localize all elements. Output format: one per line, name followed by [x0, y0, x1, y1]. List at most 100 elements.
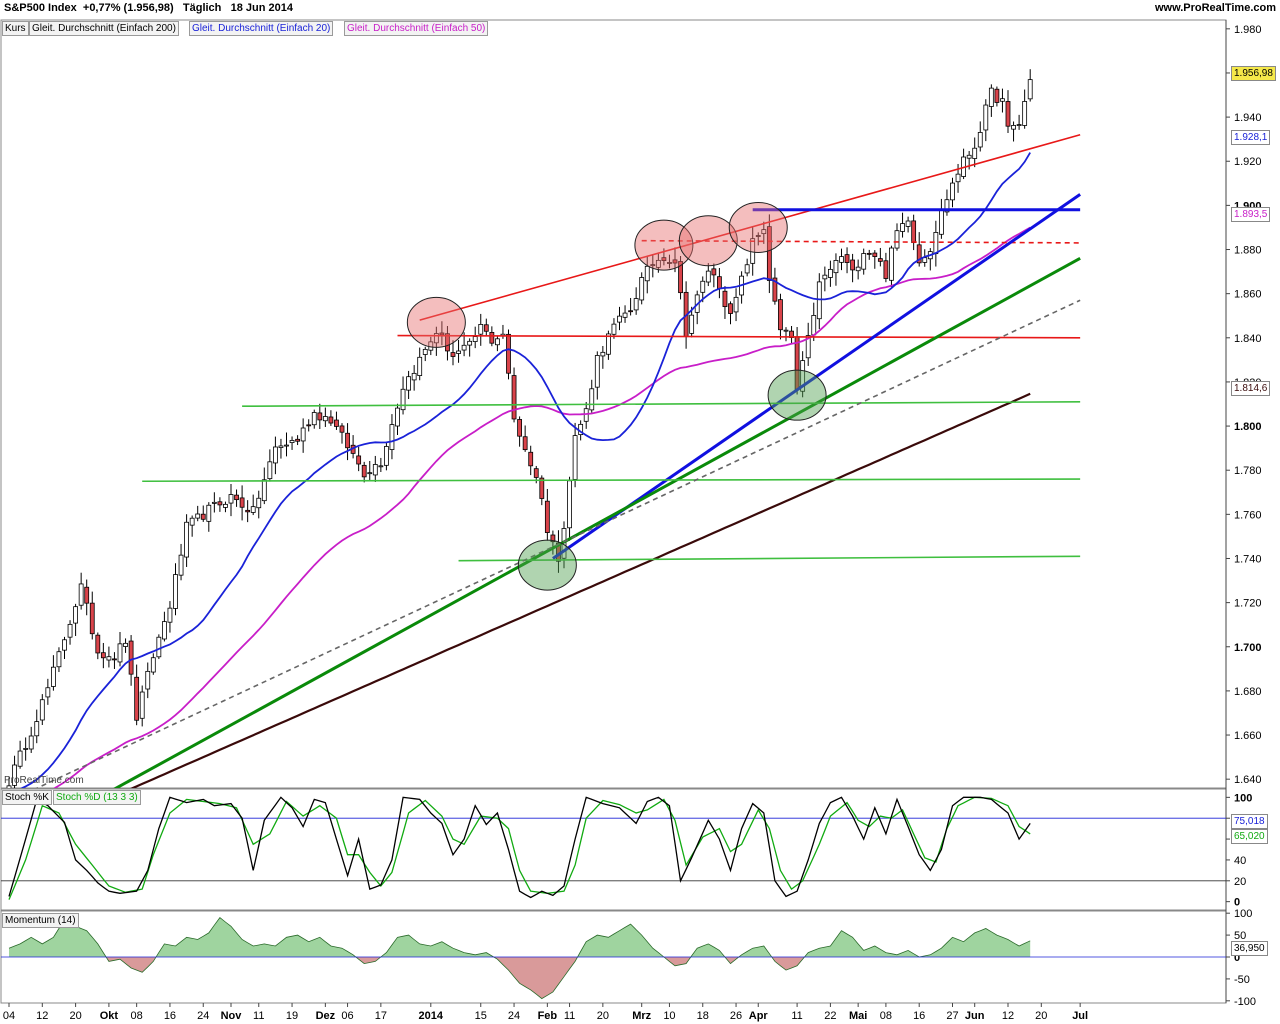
candle-body	[406, 376, 412, 391]
candle-body	[972, 147, 978, 159]
x-tick-label: 12	[36, 1010, 48, 1022]
x-tick-label: Mai	[849, 1010, 867, 1022]
stoch-tick-label: 40	[1234, 855, 1246, 867]
candle-body	[289, 440, 295, 444]
candle-body	[600, 351, 606, 357]
candle-body	[861, 253, 867, 270]
candle-body	[245, 509, 251, 513]
momentum-area-negative	[9, 957, 1031, 999]
candle-body	[883, 260, 889, 279]
candle-body	[944, 199, 950, 213]
legend-stoch-k[interactable]: Stoch %K	[2, 790, 52, 805]
x-tick-label: 04	[3, 1010, 15, 1022]
momentum-area-positive	[9, 917, 1031, 957]
site-link[interactable]: www.ProRealTime.com	[1154, 2, 1276, 14]
stoch-k-line	[8, 796, 1031, 899]
candle-body	[372, 464, 378, 476]
candle-body	[150, 657, 156, 673]
x-tick-label: Apr	[749, 1010, 769, 1022]
candle-body	[894, 230, 900, 249]
candle-body	[456, 350, 461, 354]
candle-body	[156, 636, 162, 658]
x-tick-label: Jul	[1072, 1010, 1088, 1022]
legend-sma50[interactable]: Gleit. Durchschnitt (Einfach 50)	[344, 21, 489, 36]
candle-body	[467, 340, 473, 346]
candle-body	[905, 220, 911, 227]
candle-body	[889, 247, 894, 281]
candle-body	[567, 480, 572, 529]
chart-date: 18 Jun 2014	[230, 2, 293, 14]
candle-body	[34, 721, 40, 737]
candle-body	[228, 494, 234, 504]
stoch-d-value: 65,020	[1231, 829, 1268, 844]
legend-sma20[interactable]: Gleit. Durchschnitt (Einfach 20)	[189, 21, 334, 36]
candle-body	[1027, 79, 1033, 100]
x-tick-label: 08	[131, 1010, 143, 1022]
legend-momentum[interactable]: Momentum (14)	[2, 913, 79, 928]
legend-kurs[interactable]: Kurs	[2, 21, 29, 36]
candle-body	[12, 764, 17, 786]
candle-body	[783, 329, 789, 332]
candle-body	[1016, 124, 1022, 126]
candle-body	[211, 501, 217, 504]
candle-body	[145, 670, 151, 690]
candle-body	[106, 656, 112, 661]
candle-body	[361, 464, 367, 478]
x-tick-label: 20	[597, 1010, 609, 1022]
candle-body	[839, 256, 844, 263]
legend-sma200[interactable]: Gleit. Durchschnitt (Einfach 200)	[29, 21, 179, 36]
candle-body	[250, 506, 256, 513]
candle-body	[139, 691, 145, 719]
resistance-circle	[406, 296, 466, 348]
candle-body	[311, 412, 317, 426]
candle-body	[511, 375, 517, 420]
candle-body	[539, 477, 545, 499]
candle-body	[667, 262, 672, 264]
x-tick-label: 18	[697, 1010, 709, 1022]
momentum-tick-label: -50	[1234, 974, 1250, 986]
momentum-tick-label: 0	[1234, 952, 1240, 964]
trend-line	[397, 334, 1081, 339]
legend-stoch-d[interactable]: Stoch %D (13 3 3)	[53, 790, 141, 805]
candle-body	[994, 88, 1000, 103]
x-tick-label: 11	[791, 1010, 802, 1022]
candle-body	[705, 270, 711, 283]
price-tick-label: 1.660	[1234, 730, 1262, 742]
sma200-line	[130, 392, 1031, 788]
candle-body	[134, 676, 140, 721]
x-tick-label: 10	[663, 1010, 675, 1022]
x-tick-label: 19	[286, 1010, 298, 1022]
candle-body	[78, 583, 84, 606]
candle-body	[62, 639, 67, 651]
trend-line	[113, 257, 1081, 788]
candle-body	[744, 264, 750, 274]
candle-body	[811, 315, 817, 336]
candle-body	[51, 666, 56, 687]
trend-line	[458, 555, 1081, 562]
candle-body	[45, 687, 51, 698]
candle-body	[300, 427, 306, 442]
candle-body	[345, 432, 350, 449]
resistance-circle	[728, 201, 788, 253]
candle-body	[866, 252, 872, 255]
support-circle	[517, 539, 577, 591]
x-tick-label: Dez	[316, 1010, 336, 1022]
x-tick-label: Mrz	[632, 1010, 651, 1022]
candle-body	[833, 260, 839, 274]
candle-body	[67, 623, 73, 638]
candle-body	[223, 503, 228, 508]
candle-body	[617, 315, 622, 323]
x-tick-label: 08	[880, 1010, 892, 1022]
x-tick-label: Jun	[965, 1010, 985, 1022]
x-tick-label: 24	[508, 1010, 520, 1022]
momentum-tick-label: 50	[1234, 930, 1246, 942]
candle-body	[95, 634, 101, 654]
candle-body	[117, 643, 123, 663]
candle-body	[916, 244, 922, 264]
x-tick-label: 20	[1035, 1010, 1047, 1022]
candle-body	[178, 554, 184, 576]
candle-body	[200, 513, 206, 520]
candle-body	[173, 574, 178, 609]
x-tick-label: 16	[164, 1010, 176, 1022]
candle-body	[939, 209, 944, 235]
